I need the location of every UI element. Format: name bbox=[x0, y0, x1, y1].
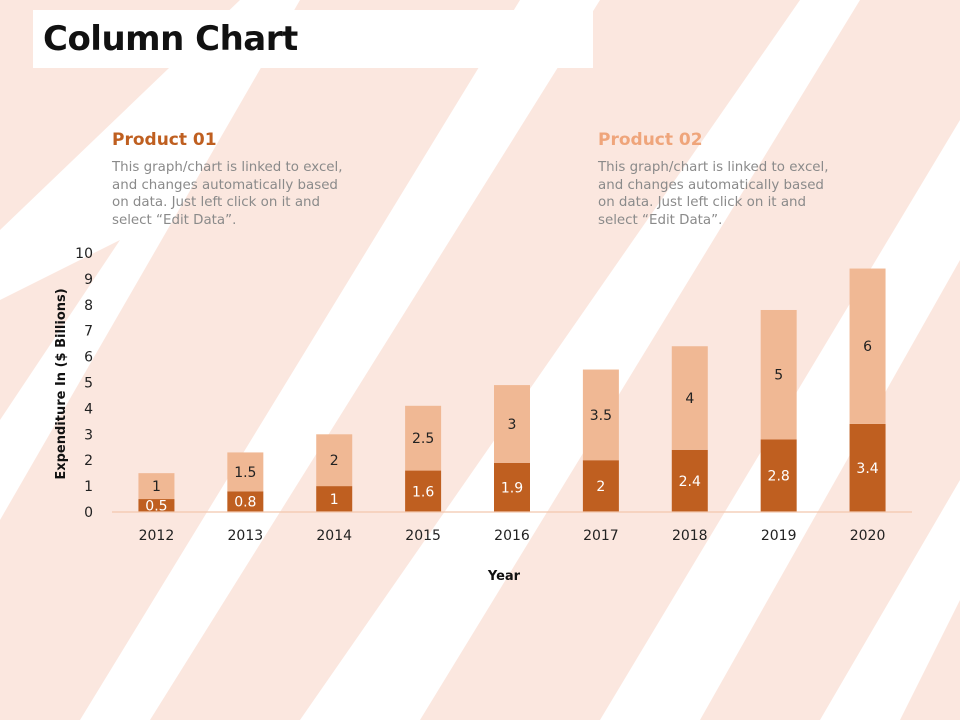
bar-product-01 bbox=[138, 499, 175, 512]
y-tick-label: 5 bbox=[84, 376, 93, 392]
y-tick-label: 9 bbox=[84, 272, 93, 288]
x-axis-title: Year bbox=[487, 569, 521, 584]
bar-product-02 bbox=[316, 434, 353, 487]
data-label-product-02: 3 bbox=[508, 417, 517, 433]
x-tick-label: 2014 bbox=[316, 528, 352, 544]
x-tick-label: 2017 bbox=[583, 528, 619, 544]
bar-product-02 bbox=[849, 268, 886, 424]
y-tick-label: 0 bbox=[84, 505, 93, 521]
bar-product-01 bbox=[582, 460, 619, 512]
legend-description: This graph/chart is linked to excel, and… bbox=[112, 159, 392, 229]
bar-product-01 bbox=[849, 423, 886, 512]
legend-heading: Product 02 bbox=[598, 130, 703, 150]
data-label-product-01: 1.6 bbox=[412, 484, 434, 500]
data-label-product-02: 4 bbox=[685, 391, 694, 407]
y-tick-label: 1 bbox=[84, 479, 93, 495]
data-label-product-01: 0.5 bbox=[145, 499, 167, 515]
x-tick-label: 2015 bbox=[405, 528, 441, 544]
data-label-product-02: 5 bbox=[774, 368, 783, 384]
bar-product-01 bbox=[494, 462, 530, 512]
y-tick-label: 2 bbox=[84, 453, 93, 469]
data-label-product-01: 1.9 bbox=[501, 480, 523, 496]
legend-description-line: This graph/chart is linked to excel, bbox=[112, 160, 343, 175]
legend-description-line: on data. Just left click on it and bbox=[112, 195, 321, 210]
data-label-product-01: 2.4 bbox=[679, 474, 701, 490]
data-label-product-01: 0.8 bbox=[234, 495, 256, 511]
bar-product-01 bbox=[405, 470, 442, 512]
legend-heading: Product 01 bbox=[112, 130, 217, 150]
data-label-product-01: 2.8 bbox=[768, 469, 790, 485]
data-label-product-02: 3.5 bbox=[590, 408, 612, 424]
y-tick-label: 8 bbox=[84, 298, 93, 314]
data-label-product-02: 1.5 bbox=[234, 465, 256, 481]
legend-product-02: Product 02 This graph/chart is linked to… bbox=[598, 130, 878, 229]
y-tick-label: 4 bbox=[84, 401, 93, 417]
legend-description-line: This graph/chart is linked to excel, bbox=[598, 160, 829, 175]
bar-product-01 bbox=[671, 449, 708, 512]
legend-description-line: on data. Just left click on it and bbox=[598, 195, 807, 210]
x-tick-label: 2012 bbox=[139, 528, 175, 544]
bar-product-02 bbox=[227, 452, 264, 492]
bar-product-01 bbox=[760, 439, 797, 512]
data-label-product-01: 2 bbox=[596, 479, 605, 495]
data-label-product-02: 6 bbox=[863, 339, 872, 355]
x-tick-label: 2019 bbox=[761, 528, 797, 544]
legend-description-line: select “Edit Data”. bbox=[598, 212, 723, 228]
bar-product-02 bbox=[582, 369, 619, 461]
legend-description-line: select “Edit Data”. bbox=[112, 212, 237, 228]
page-title: Column Chart bbox=[43, 19, 298, 59]
bar-product-02 bbox=[494, 385, 530, 463]
bar-product-01 bbox=[227, 491, 264, 512]
x-tick-label: 2013 bbox=[228, 528, 264, 544]
legend-product-01: Product 01 This graph/chart is linked to… bbox=[112, 130, 392, 229]
data-label-product-01: 1 bbox=[330, 492, 339, 508]
legend-description: This graph/chart is linked to excel, and… bbox=[598, 159, 878, 229]
legend-description-line: and changes automatically based bbox=[112, 177, 338, 193]
bar-product-02 bbox=[760, 309, 797, 440]
title-box: Column Chart bbox=[33, 10, 593, 68]
y-tick-label: 3 bbox=[84, 427, 93, 443]
bar-product-02 bbox=[138, 473, 175, 500]
bar-product-02 bbox=[671, 346, 708, 450]
x-tick-label: 2016 bbox=[494, 528, 530, 544]
x-tick-label: 2018 bbox=[672, 528, 708, 544]
data-label-product-01: 3.4 bbox=[856, 461, 878, 477]
data-label-product-02: 2.5 bbox=[412, 431, 434, 447]
y-tick-label: 6 bbox=[84, 350, 93, 366]
x-tick-label: 2020 bbox=[850, 528, 886, 544]
y-tick-label: 7 bbox=[84, 324, 93, 340]
bar-product-01 bbox=[316, 486, 353, 512]
data-label-product-02: 2 bbox=[330, 453, 339, 469]
bar-product-02 bbox=[405, 405, 442, 471]
y-tick-label: 10 bbox=[75, 246, 93, 262]
data-label-product-02: 1 bbox=[152, 479, 161, 495]
y-axis-title: Expenditure In ($ Billions) bbox=[54, 288, 69, 479]
legend-description-line: and changes automatically based bbox=[598, 177, 824, 193]
